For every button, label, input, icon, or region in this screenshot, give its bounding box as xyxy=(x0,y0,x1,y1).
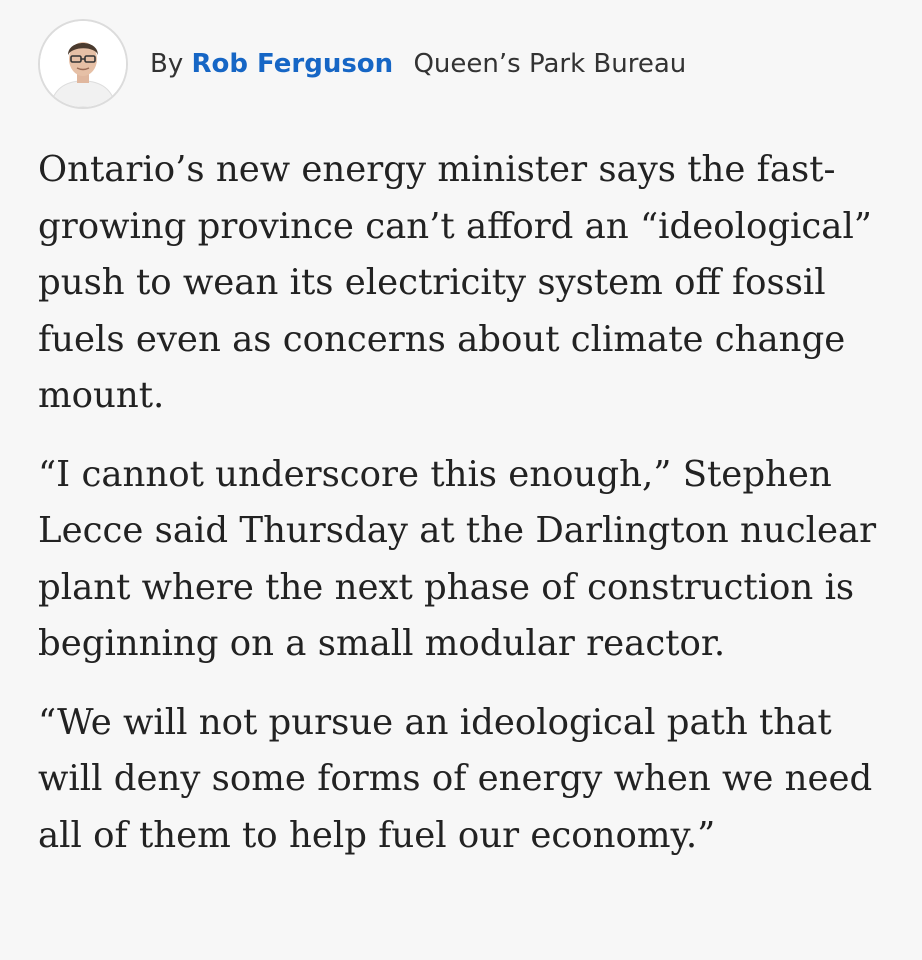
author-photo-icon xyxy=(40,21,126,107)
byline-prefix: By xyxy=(150,49,184,79)
author-link[interactable]: Rob Ferguson xyxy=(191,49,394,79)
article-paragraph-1: Ontario’s new energy minister says the f… xyxy=(38,149,872,416)
article-body: Ontario’s new energy minister says the f… xyxy=(38,142,898,886)
author-avatar[interactable] xyxy=(38,19,128,109)
byline-desk: Queen’s Park Bureau xyxy=(413,49,687,79)
article-paragraph-3: “We will not pursue an ideological path … xyxy=(38,701,873,856)
article-paragraph-2: “I cannot underscore this enough,” Steph… xyxy=(38,453,877,665)
byline: By Rob Ferguson Queen’s Park Bureau xyxy=(38,18,686,110)
byline-text: By Rob Ferguson Queen’s Park Bureau xyxy=(150,49,686,79)
